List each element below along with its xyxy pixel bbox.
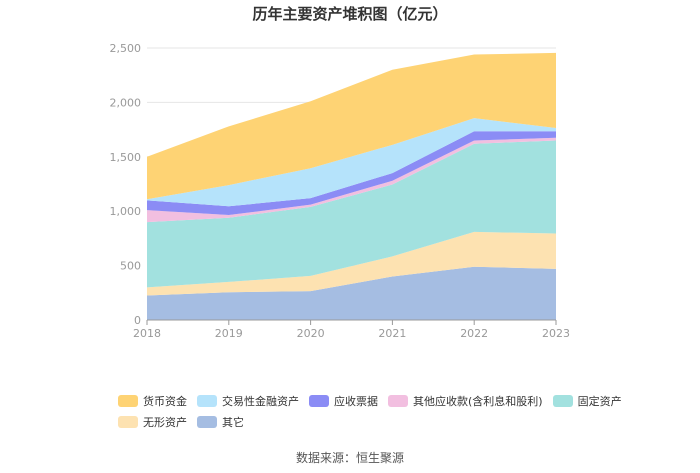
legend-item-other[interactable]: 其它 bbox=[197, 414, 244, 430]
legend: 货币资金 交易性金融资产 应收票据 其他应收款(含利息和股利) 固定资产 bbox=[118, 390, 622, 432]
area-series[interactable] bbox=[147, 231, 556, 296]
y-tick-label: 1,500 bbox=[110, 151, 142, 164]
legend-label-intangible-assets: 无形资产 bbox=[143, 415, 187, 429]
legend-item-fixed-assets[interactable]: 固定资产 bbox=[552, 393, 622, 409]
chart-title: 历年主要资产堆积图（亿元） bbox=[252, 5, 448, 23]
x-tick-label: 2021 bbox=[378, 327, 406, 340]
x-tick-label: 2019 bbox=[215, 327, 243, 340]
legend-item-notes-receivable[interactable]: 应收票据 bbox=[309, 393, 378, 409]
legend-label-monetary-funds: 货币资金 bbox=[143, 394, 187, 408]
area-series[interactable] bbox=[147, 52, 556, 200]
legend-swatch-fixed-assets bbox=[552, 394, 573, 407]
x-tick-label: 2018 bbox=[133, 327, 161, 340]
legend-swatch-other-receivables bbox=[388, 394, 408, 407]
legend-item-intangible-assets[interactable]: 无形资产 bbox=[118, 414, 187, 430]
legend-swatch-intangible-assets bbox=[118, 415, 138, 428]
area-series[interactable] bbox=[147, 118, 556, 207]
area-series[interactable] bbox=[147, 131, 556, 216]
y-tick-label: 1,000 bbox=[110, 205, 142, 218]
legend-swatch-other bbox=[197, 415, 217, 428]
legend-row-1: 货币资金 交易性金融资产 应收票据 其他应收款(含利息和股利) 固定资产 bbox=[118, 390, 622, 411]
legend-label-other-receivables: 其他应收款(含利息和股利) bbox=[413, 394, 543, 408]
y-tick-label: 2,000 bbox=[110, 96, 142, 109]
legend-swatch-notes-receivable bbox=[309, 394, 329, 407]
axis-layer: 0 500 1,000 1,500 2,000 2,500 2018 2019 2020 2021… bbox=[110, 42, 571, 340]
y-tick-label: 500 bbox=[120, 260, 141, 273]
area-series[interactable] bbox=[147, 266, 556, 320]
area-series[interactable] bbox=[147, 140, 556, 288]
legend-label-notes-receivable: 应收票据 bbox=[334, 394, 378, 408]
y-tick-label: 0 bbox=[134, 314, 141, 327]
data-source: 数据来源：恒生聚源 bbox=[295, 451, 404, 465]
y-tick-label: 2,500 bbox=[110, 42, 142, 55]
legend-row-2: 无形资产 其它 bbox=[118, 411, 608, 432]
legend-label-trading-financial-assets: 交易性金融资产 bbox=[222, 394, 299, 408]
legend-item-trading-financial-assets[interactable]: 交易性金融资产 bbox=[197, 393, 299, 409]
legend-swatch-monetary-funds bbox=[118, 394, 138, 407]
x-tick-label: 2023 bbox=[542, 327, 570, 340]
legend-label-other: 其它 bbox=[222, 415, 244, 429]
legend-swatch-trading-financial-assets bbox=[197, 394, 217, 407]
legend-label-fixed-assets: 固定资产 bbox=[577, 394, 622, 408]
area-layer bbox=[147, 52, 556, 320]
x-tick-label: 2020 bbox=[297, 327, 325, 340]
legend-item-other-receivables[interactable]: 其他应收款(含利息和股利) bbox=[388, 393, 543, 409]
area-series[interactable] bbox=[147, 137, 556, 223]
x-tick-label: 2022 bbox=[460, 327, 488, 340]
legend-item-monetary-funds[interactable]: 货币资金 bbox=[118, 393, 187, 409]
